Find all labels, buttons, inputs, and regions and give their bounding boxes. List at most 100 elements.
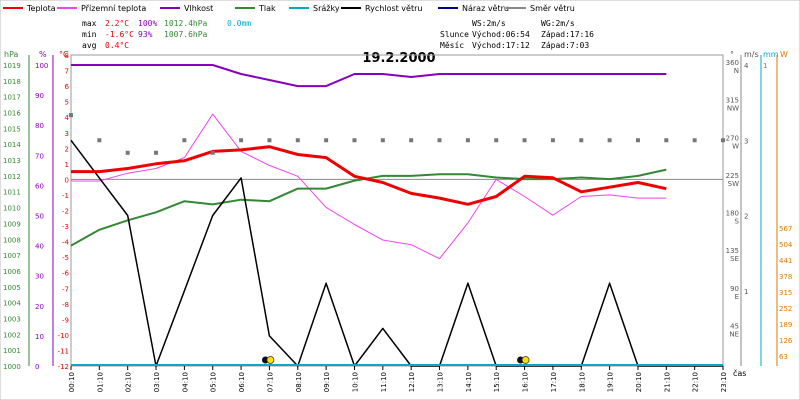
stats-max-label: max <box>82 19 97 28</box>
pct-tick-label: 50 <box>35 213 44 221</box>
moon-label: Měsíc <box>440 41 464 50</box>
x-axis-ticks: 00:10 01:10 02:10 03:10 04:10 05:10 06:10 07:10… <box>68 366 728 392</box>
temp-tick-label: -3 <box>62 223 69 231</box>
wind-direction-marker <box>522 138 527 143</box>
dir-tick-deg: 135 <box>726 247 739 255</box>
x-axis-unit: čas <box>733 368 746 378</box>
wind-direction-marker <box>125 150 130 155</box>
pct-tick-label: 20 <box>35 303 44 311</box>
pct-tick-label: 30 <box>35 273 44 281</box>
right-axes-ticks: 360N315NW270W225SW180S135SE90E45NE432115… <box>726 59 793 361</box>
hpa-tick-label: 1006 <box>3 268 21 276</box>
series-layer <box>70 64 723 367</box>
dir-tick-name: NW <box>727 105 739 113</box>
left-axes-ticks: 1019101810171016101510141013101210111010… <box>3 52 70 371</box>
pct-tick-label: 100 <box>35 62 48 70</box>
stats-avg-label: avg <box>82 41 97 50</box>
wind-direction-marker <box>465 138 470 143</box>
temp-tick-label: -4 <box>62 239 70 247</box>
wind-direction-marker <box>69 113 73 118</box>
x-tick-label: 01:10 <box>96 372 104 392</box>
temp-tick-label: 4 <box>65 114 70 122</box>
pct-axis-unit: % <box>39 50 47 59</box>
wind-direction-marker <box>692 138 697 143</box>
w-tick-label: 315 <box>779 289 792 297</box>
dir-tick-deg: 90 <box>730 285 739 293</box>
wind-direction-marker <box>437 138 442 143</box>
stats-avg-temp: 0.4°C <box>105 41 129 50</box>
hpa-tick-label: 1010 <box>3 205 21 213</box>
legend-label: Přízemní teplota <box>81 4 146 13</box>
sun-set: Západ:17:16 <box>541 30 594 39</box>
dir-tick-deg: 225 <box>726 172 739 180</box>
x-tick-label: 23:10 <box>720 372 728 392</box>
w-tick-label: 189 <box>779 321 792 329</box>
wind-direction-marker <box>239 138 244 143</box>
dir-tick-deg: 360 <box>726 59 739 67</box>
markers-layer <box>69 113 725 364</box>
w-tick-label: 378 <box>779 273 792 281</box>
hpa-tick-label: 1018 <box>3 78 21 86</box>
hpa-tick-label: 1002 <box>3 331 21 339</box>
temp-tick-label: 8 <box>65 52 69 60</box>
x-tick-label: 18:10 <box>578 372 586 392</box>
pct-tick-label: 60 <box>35 182 44 190</box>
hpa-tick-label: 1013 <box>3 157 21 165</box>
wind-direction-marker <box>97 138 102 143</box>
stats-max-hum: 100% <box>138 19 157 28</box>
temp-tick-label: 1 <box>65 161 69 169</box>
temp-tick-label: -8 <box>62 301 69 309</box>
wind-direction-marker <box>607 138 612 143</box>
x-tick-label: 10:10 <box>351 372 359 392</box>
dir-tick-name: E <box>735 293 739 301</box>
stats-max-temp: 2.2°C <box>105 19 129 28</box>
mm-axis-unit: mm <box>763 50 779 59</box>
wind-ws: WS:2m/s <box>472 19 506 28</box>
x-tick-label: 06:10 <box>238 372 246 392</box>
x-tick-label: 12:10 <box>408 372 416 392</box>
dir-tick-deg: 45 <box>730 322 739 330</box>
temp-tick-label: 7 <box>65 68 69 76</box>
pct-tick-label: 70 <box>35 152 44 160</box>
x-tick-label: 08:10 <box>295 372 303 392</box>
temp-tick-label: 2 <box>65 145 69 153</box>
ms-tick-label: 3 <box>744 137 748 145</box>
wind-direction-marker <box>324 138 329 143</box>
hpa-tick-label: 1017 <box>3 94 21 102</box>
stats-min-press: 1007.6hPa <box>164 30 208 39</box>
dir-tick-name: SE <box>730 255 739 263</box>
moon-rise: Východ:17:12 <box>472 41 530 50</box>
hpa-tick-label: 1000 <box>3 363 21 371</box>
ms-tick-label: 1 <box>744 288 748 296</box>
wind-direction-marker <box>664 138 669 143</box>
temp-axis-unit: °C <box>59 50 69 59</box>
dir-axis-unit: ° <box>730 50 734 59</box>
hpa-tick-label: 1008 <box>3 236 21 244</box>
dir-tick-name: S <box>735 218 740 226</box>
temp-tick-label: -1 <box>62 192 69 200</box>
x-tick-label: 21:10 <box>663 372 671 392</box>
hpa-tick-label: 1005 <box>3 284 21 292</box>
chart-title: 19.2.2000 <box>362 51 435 66</box>
dir-tick-deg: 270 <box>726 134 739 142</box>
stats-min-hum: 93% <box>138 30 153 39</box>
x-tick-label: 00:10 <box>68 372 76 392</box>
legend-label: Náraz větru <box>462 4 509 13</box>
dir-tick-deg: 315 <box>726 97 739 105</box>
w-tick-label: 126 <box>779 337 793 345</box>
wind-direction-marker <box>182 138 187 143</box>
hpa-tick-label: 1001 <box>3 347 21 355</box>
temp-tick-label: 6 <box>65 83 70 91</box>
ms-tick-label: 2 <box>744 213 748 221</box>
legend-label: Rychlost větru <box>365 4 422 13</box>
dir-tick-deg: 180 <box>726 210 739 218</box>
ms-tick-label: 4 <box>744 62 749 70</box>
wind-direction-marker <box>494 138 499 143</box>
hpa-tick-label: 1009 <box>3 220 21 228</box>
stats-max-press: 1012.4hPa <box>164 19 208 28</box>
legend-label: Směr větru <box>530 4 575 13</box>
temp-tick-label: -5 <box>62 254 69 262</box>
rychlost-vetru-line <box>70 139 723 367</box>
legend-label: Srážky <box>313 4 340 13</box>
pct-tick-label: 10 <box>35 333 44 341</box>
